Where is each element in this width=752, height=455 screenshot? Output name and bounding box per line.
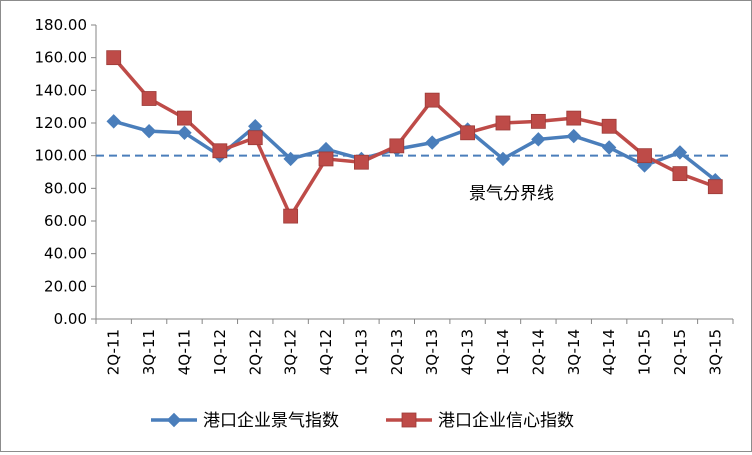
x-tick-label: 2Q-14 (529, 329, 547, 375)
data-point (672, 145, 688, 160)
data-point (283, 151, 298, 167)
y-tick-label: 180.00 (35, 16, 88, 34)
data-point (601, 140, 617, 155)
x-tick-label: 1Q-13 (352, 329, 370, 375)
y-tick-label: 100.00 (35, 147, 88, 165)
data-point (424, 135, 440, 150)
data-point (460, 125, 475, 141)
series-line (113, 119, 717, 182)
data-point (212, 143, 228, 159)
legend-label: 港口企业景气指数 (203, 411, 339, 431)
data-point (566, 128, 581, 144)
data-point (247, 130, 263, 146)
legend-marker (401, 412, 417, 428)
legend-marker (166, 412, 182, 428)
data-point (106, 114, 121, 129)
data-point (141, 91, 157, 106)
data-point (424, 92, 440, 108)
series-1 (106, 50, 723, 224)
data-point (531, 132, 546, 147)
y-tick-label: 60.00 (44, 212, 87, 230)
y-axis: 0.00 20.00 40.00 60.00 80.00 100.00 120.00 140.… (35, 16, 97, 328)
x-tick-label: 1Q-14 (494, 329, 512, 375)
data-point (672, 166, 688, 182)
y-tick-label: 40.00 (44, 245, 87, 263)
y-tick-label: 0.00 (54, 310, 87, 328)
y-tick-label: 160.00 (35, 49, 88, 67)
x-tick-label: 3Q-11 (140, 329, 158, 375)
data-point (389, 138, 405, 154)
y-tick-label: 120.00 (35, 114, 88, 132)
data-point (106, 50, 122, 66)
data-point (141, 123, 157, 139)
x-tick-label: 1Q-15 (636, 329, 654, 375)
x-tick-label: 3Q-14 (565, 329, 583, 375)
legend-label: 港口企业信心指数 (438, 411, 574, 431)
data-point (495, 151, 511, 167)
data-point (566, 110, 582, 126)
data-point (637, 148, 652, 164)
series-group (106, 50, 723, 224)
y-tick-label: 20.00 (44, 277, 87, 295)
y-tick-label: 80.00 (44, 179, 87, 197)
data-point (177, 125, 192, 141)
data-point (707, 179, 723, 195)
x-tick-label: 4Q-11 (175, 329, 193, 375)
x-tick-label: 2Q-13 (388, 329, 406, 375)
x-tick-label: 1Q-12 (211, 329, 229, 375)
legend: 港口企业景气指数 港口企业信心指数 (151, 411, 574, 431)
x-tick-label: 2Q-12 (246, 329, 264, 375)
data-point (495, 115, 511, 131)
series-line (112, 56, 716, 218)
reference-line-label: 景气分界线 (469, 184, 554, 204)
y-tick-label: 140.00 (35, 81, 88, 99)
data-point (601, 118, 617, 134)
x-tick-label: 3Q-15 (706, 329, 724, 375)
data-point (283, 208, 299, 224)
data-point (318, 151, 334, 167)
x-tick-label: 3Q-13 (423, 329, 441, 375)
reference-line-group: 景气分界线 (96, 154, 733, 204)
data-point (177, 110, 192, 126)
x-tick-label: 4Q-14 (600, 329, 618, 375)
x-tick-label: 3Q-12 (282, 329, 300, 375)
x-tick-label: 4Q-12 (317, 329, 335, 375)
x-axis: 2Q-11 3Q-11 4Q-11 1Q-12 2Q-12 3Q-12 4Q-12 1Q-13… (95, 318, 734, 375)
data-point (530, 113, 546, 129)
data-point (354, 154, 369, 170)
x-tick-label: 2Q-11 (105, 329, 123, 375)
x-tick-label: 2Q-15 (671, 329, 689, 375)
x-tick-label: 4Q-13 (459, 329, 477, 375)
